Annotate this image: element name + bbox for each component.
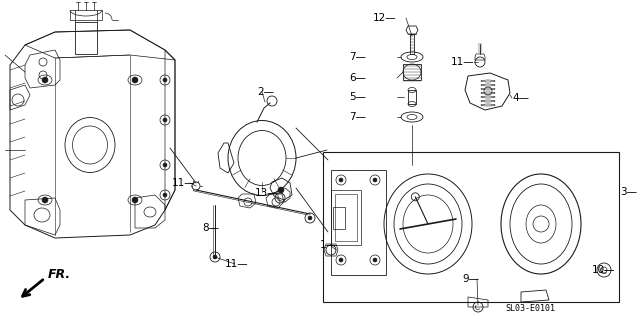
Text: 11—: 11— bbox=[225, 259, 248, 269]
Bar bbox=[70, 10, 102, 20]
Text: 11—: 11— bbox=[172, 178, 196, 188]
Text: 1—: 1— bbox=[320, 240, 337, 250]
Text: 12—: 12— bbox=[373, 13, 397, 23]
Text: 7—: 7— bbox=[349, 112, 366, 122]
Circle shape bbox=[373, 178, 377, 182]
Circle shape bbox=[373, 258, 377, 262]
Text: 5—: 5— bbox=[349, 92, 366, 102]
Text: 9—: 9— bbox=[462, 274, 479, 284]
Text: 11—: 11— bbox=[451, 57, 475, 67]
Bar bbox=[75, 22, 97, 54]
Text: 8—: 8— bbox=[202, 223, 219, 233]
Bar bbox=[333, 207, 345, 229]
Bar bbox=[408, 90, 416, 104]
Text: 13—: 13— bbox=[255, 188, 278, 198]
Circle shape bbox=[339, 178, 343, 182]
Bar bbox=[403, 64, 421, 80]
Bar bbox=[335, 194, 357, 241]
Text: 2—: 2— bbox=[257, 87, 274, 97]
Bar bbox=[323, 152, 619, 302]
Bar bbox=[410, 34, 414, 54]
Circle shape bbox=[163, 118, 167, 122]
Text: FR.: FR. bbox=[48, 269, 71, 281]
Text: 10—: 10— bbox=[592, 265, 616, 275]
Circle shape bbox=[163, 193, 167, 197]
Circle shape bbox=[132, 77, 138, 83]
Text: 3—: 3— bbox=[620, 187, 637, 197]
Circle shape bbox=[42, 77, 48, 83]
Text: 6—: 6— bbox=[349, 73, 366, 83]
Circle shape bbox=[278, 187, 284, 193]
Circle shape bbox=[132, 197, 138, 203]
Text: SL03-E0101: SL03-E0101 bbox=[505, 304, 555, 313]
Circle shape bbox=[308, 216, 312, 220]
Circle shape bbox=[42, 197, 48, 203]
Circle shape bbox=[339, 258, 343, 262]
Circle shape bbox=[213, 255, 217, 259]
Circle shape bbox=[163, 78, 167, 82]
Bar bbox=[331, 170, 386, 275]
Circle shape bbox=[163, 163, 167, 167]
Bar bbox=[331, 190, 361, 245]
Text: 7—: 7— bbox=[349, 52, 366, 62]
Text: 4—: 4— bbox=[512, 93, 529, 103]
